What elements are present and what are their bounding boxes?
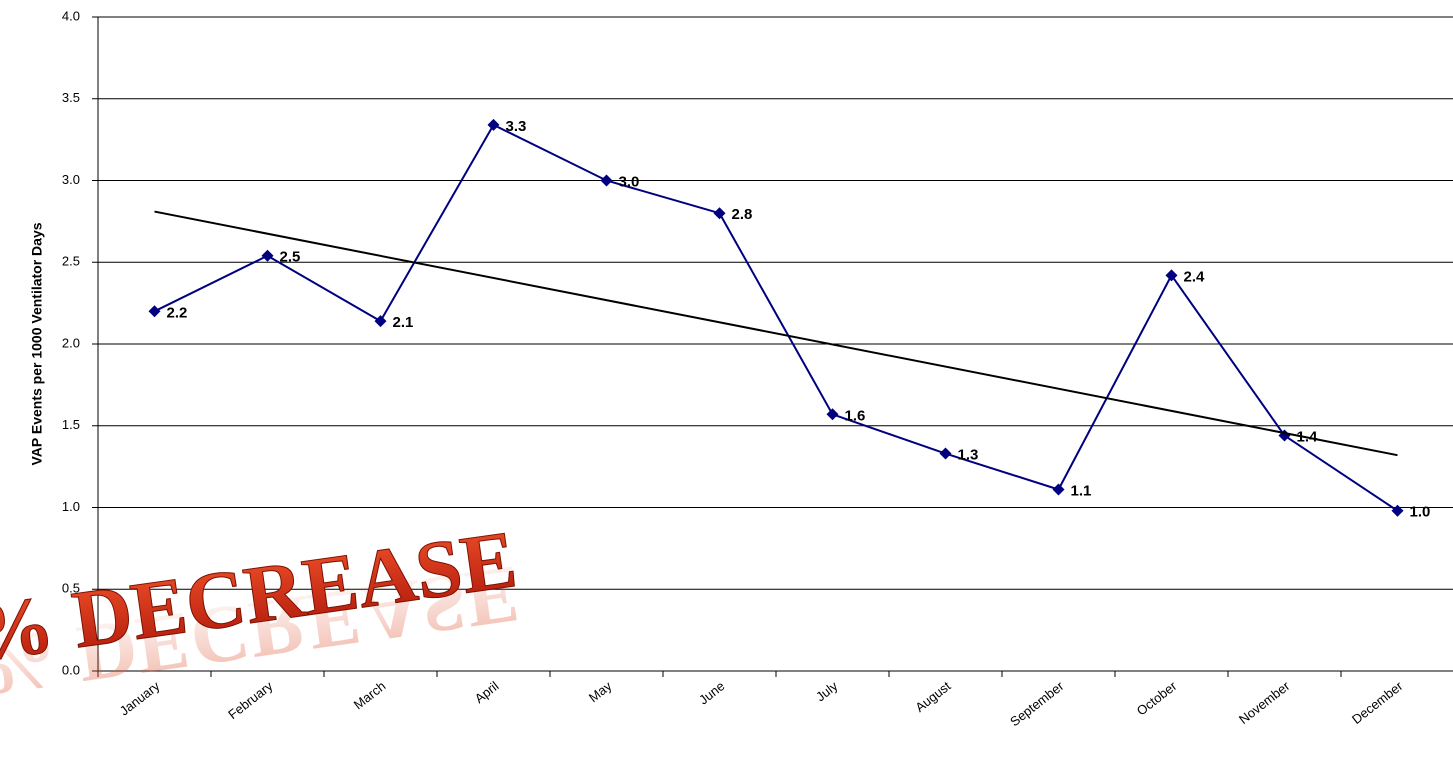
data-label: 2.5: [280, 249, 301, 266]
data-point: [1391, 504, 1404, 517]
y-tick-label: 0.5: [62, 581, 80, 596]
y-tick-label: 1.5: [62, 417, 80, 432]
x-tick-label: February: [225, 678, 276, 722]
data-label: 3.0: [619, 173, 640, 190]
data-label: 3.3: [506, 118, 527, 135]
data-label: 2.1: [393, 314, 414, 331]
x-tick-label: October: [1134, 678, 1180, 719]
x-tick-label: May: [586, 678, 615, 705]
data-point: [261, 249, 274, 262]
data-label: 1.1: [1071, 482, 1092, 499]
y-tick-label: 2.0: [62, 335, 80, 350]
data-label: 1.0: [1410, 504, 1431, 521]
data-point: [600, 174, 613, 187]
y-axis-label: VAP Events per 1000 Ventilator Days: [29, 222, 45, 465]
data-label: 1.3: [958, 447, 979, 464]
data-label: 2.4: [1184, 268, 1206, 285]
x-tick-label: June: [696, 678, 727, 707]
y-tick-label: 3.5: [62, 90, 80, 105]
data-point: [148, 305, 161, 318]
data-point: [1052, 483, 1065, 496]
x-tick-label: April: [472, 678, 502, 706]
data-label: 1.6: [845, 407, 866, 424]
x-tick-label: November: [1236, 678, 1293, 727]
trendline: [154, 210, 1398, 457]
data-point: [939, 447, 952, 460]
data-label: 2.8: [732, 206, 753, 223]
y-tick-label: 1.0: [62, 499, 80, 514]
data-point: [713, 207, 726, 220]
data-point: [487, 118, 500, 131]
y-tick-label: 3.0: [62, 172, 80, 187]
y-tick-label: 4.0: [62, 8, 80, 23]
series-line: [154, 123, 1399, 512]
x-tick-label: August: [912, 678, 953, 715]
data-point: [1165, 269, 1178, 282]
x-tick-label: September: [1007, 678, 1067, 729]
x-tick-label: December: [1349, 678, 1406, 727]
x-tick-label: March: [351, 678, 389, 712]
x-tick-label: July: [813, 678, 841, 704]
data-label: 2.2: [167, 304, 188, 321]
y-tick-label: 0.0: [62, 662, 80, 677]
y-tick-label: 2.5: [62, 254, 80, 269]
data-point: [374, 315, 387, 328]
data-point: [826, 408, 839, 421]
